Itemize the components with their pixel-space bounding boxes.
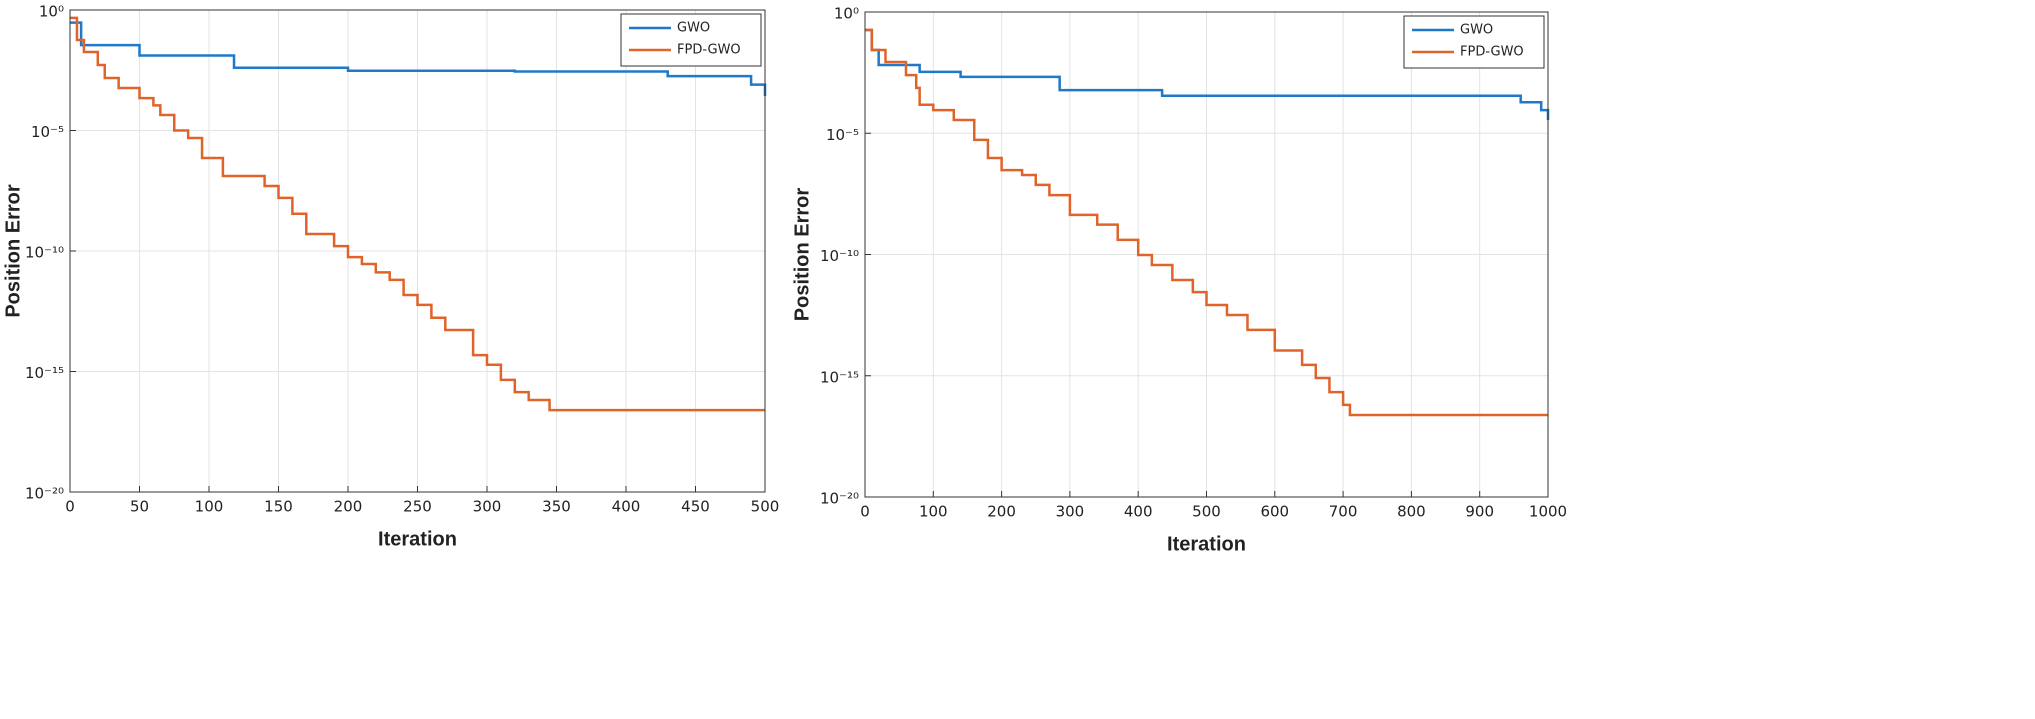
x-tick-label: 500 [1192, 503, 1221, 521]
plot-frame [69, 9, 766, 493]
x-tick-label: 100 [195, 498, 224, 516]
legend-label: GWO [677, 21, 710, 36]
legend-box [1403, 15, 1545, 69]
y-tick-label: 10⁻¹⁵ [25, 364, 64, 382]
y-tick-label: 10⁰ [39, 3, 64, 21]
x-tick-label: 1000 [1529, 503, 1567, 521]
legend-label: FPD-GWO [677, 43, 741, 58]
x-tick-label: 350 [542, 498, 571, 516]
x-tick-label: 450 [681, 498, 710, 516]
y-axis-label: Position Error [2, 184, 24, 318]
x-tick-label: 200 [987, 503, 1016, 521]
x-axis-label: Iteration [1167, 533, 1246, 555]
x-tick-label: 50 [130, 498, 149, 516]
series-line [70, 21, 767, 97]
legend-label: GWO [1460, 23, 1493, 38]
x-tick-label: 900 [1465, 503, 1494, 521]
x-tick-label: 400 [1124, 503, 1153, 521]
chart: 0 50 100 150 200 250 300 350 400 450 500 10⁻²⁰ 10⁻¹⁵… [2, 3, 779, 551]
series-line [865, 28, 1548, 417]
legend-box [620, 13, 762, 67]
y-tick-label: 10⁰ [834, 5, 859, 23]
x-tick-label: 400 [612, 498, 641, 516]
chart: 0 100 200 300 400 500 600 700 800 900 1000 10⁻²⁰ 10⁻… [791, 5, 1567, 556]
y-tick-label: 10⁻²⁰ [25, 485, 64, 503]
x-tick-label: 500 [751, 498, 780, 516]
y-tick-label: 10⁻²⁰ [820, 490, 859, 508]
legend-label: FPD-GWO [1460, 45, 1524, 60]
y-tick-label: 10⁻¹⁵ [820, 368, 859, 386]
x-tick-label: 600 [1260, 503, 1289, 521]
x-tick-label: 0 [65, 498, 75, 516]
y-axis-label: Position Error [791, 188, 813, 322]
series-line [70, 16, 765, 412]
y-tick-label: 10⁻¹⁰ [820, 247, 859, 265]
x-tick-label: 800 [1397, 503, 1426, 521]
y-tick-label: 10⁻⁵ [31, 123, 64, 141]
y-tick-label: 10⁻¹⁰ [25, 244, 64, 262]
x-tick-label: 100 [919, 503, 948, 521]
legend: GWO FPD-GWO [620, 13, 762, 67]
x-tick-label: 150 [264, 498, 293, 516]
x-tick-label: 300 [1056, 503, 1085, 521]
y-tick-label: 10⁻⁵ [826, 126, 859, 144]
legend: GWO FPD-GWO [1403, 15, 1545, 69]
x-axis-label: Iteration [378, 528, 457, 550]
x-tick-label: 250 [403, 498, 432, 516]
x-tick-label: 200 [334, 498, 363, 516]
x-tick-label: 300 [473, 498, 502, 516]
x-tick-label: 700 [1329, 503, 1358, 521]
plot-frame [864, 11, 1549, 498]
x-tick-label: 0 [860, 503, 870, 521]
